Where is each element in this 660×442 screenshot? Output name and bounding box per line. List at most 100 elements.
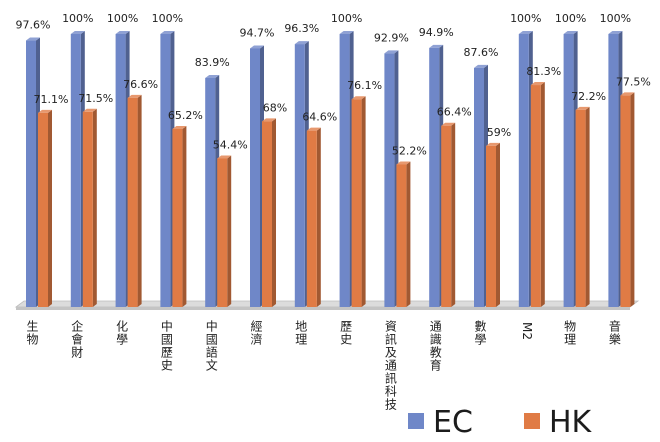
ec-bar-1-front (70, 34, 81, 307)
hk-bar-5-top (262, 118, 276, 122)
ec-bar-12 (563, 31, 578, 307)
hk-value-label: 54.4% (213, 138, 248, 151)
ec-value-label: 100% (62, 12, 93, 25)
legend-ec: EC (408, 405, 473, 440)
ec-value-label: 97.6% (16, 19, 51, 32)
hk-bar-7 (351, 96, 366, 307)
ec-bar-12-front (563, 34, 574, 307)
ec-bar-0 (26, 37, 40, 307)
ec-value-label: 100% (510, 12, 541, 25)
ec-bar-1 (70, 31, 85, 307)
ec-bar-9-front (429, 47, 440, 307)
ec-value-label: 100% (152, 12, 183, 25)
ec-bar-8 (384, 50, 399, 308)
hk-bar-3-front (172, 129, 183, 307)
hk-bar-5-front (262, 121, 272, 307)
ec-bar-8-front (384, 53, 395, 308)
hk-bar-4-top (217, 155, 232, 159)
hk-value-label: 71.1% (34, 93, 69, 106)
hk-bar-4 (217, 155, 232, 307)
legend: EC HK (408, 405, 593, 440)
value-labels: 97.6% 71.1% 100% 71.5% 100% 76.6% 100% 65.2% 83.… (16, 12, 651, 157)
hk-bar-9-side (451, 122, 456, 307)
hk-bar-2-top (127, 94, 142, 98)
category-label: 化學 (115, 320, 129, 346)
category-label: 經濟 (249, 320, 263, 346)
category-labels: 生物 企會財 化學 中國歷史 中國語文 經濟 地理 歷史 資訊及通訊科技 通識教育 數學 M2 物理 音樂 (25, 319, 621, 411)
ec-value-label: 92.9% (374, 31, 409, 44)
hk-bar-7-side (361, 96, 366, 307)
ec-bar-12-top (563, 31, 578, 34)
hk-value-label: 72.2% (571, 90, 606, 103)
hk-bar-6 (306, 127, 321, 307)
hk-bar-12-top (575, 106, 590, 110)
ec-value-label: 83.9% (195, 56, 230, 69)
ec-bar-7-front (339, 34, 350, 307)
ec-value-label: 100% (107, 12, 138, 25)
hk-bar-12-front (575, 109, 586, 307)
hk-bar-7-front (351, 99, 362, 307)
ec-bar-8-top (384, 50, 399, 54)
hk-bar-6-front (306, 130, 317, 307)
ec-bar-2 (115, 31, 130, 307)
hk-bar-13-side (630, 92, 635, 307)
hk-bar-11-front (530, 85, 541, 308)
hk-bar-10-top (486, 142, 500, 146)
ec-bar-10-front (474, 67, 484, 308)
ec-value-label: 94.7% (240, 26, 275, 39)
category-label: 數學 (473, 320, 487, 346)
hk-bar-2 (127, 94, 142, 307)
ec-bar-6-top (294, 41, 309, 45)
hk-bar-9-front (441, 125, 452, 307)
hk-bar-1 (82, 108, 97, 308)
bars (26, 31, 635, 308)
hk-bar-12 (575, 106, 590, 307)
ec-bar-9-top (429, 44, 444, 48)
legend-ec-swatch (408, 413, 424, 429)
hk-value-label: 71.5% (78, 92, 113, 105)
hk-value-label: 52.2% (392, 144, 427, 157)
hk-bar-11-top (530, 82, 545, 86)
legend-hk-swatch (524, 413, 540, 429)
hk-bar-10 (486, 142, 500, 307)
ec-bar-10-top (474, 64, 488, 68)
ec-bar-5-front (250, 48, 260, 308)
hk-value-label: 81.3% (526, 65, 561, 78)
category-label: M2 (520, 322, 534, 340)
ec-bar-6 (294, 41, 309, 307)
hk-bar-6-side (316, 127, 321, 307)
hk-bar-10-side (496, 142, 500, 307)
ec-bar-7 (339, 31, 354, 307)
hk-value-label: 65.2% (168, 109, 203, 122)
ec-bar-11-front (518, 34, 529, 307)
hk-value-label: 66.4% (437, 106, 472, 119)
ec-bar-5 (250, 45, 264, 308)
ec-value-label: 100% (600, 12, 631, 25)
hk-bar-2-side (137, 94, 142, 307)
hk-bar-10-front (486, 145, 496, 307)
ec-value-label: 100% (331, 12, 362, 25)
category-label: 通識教育 (428, 320, 442, 372)
category-label: 中國語文 (204, 319, 218, 372)
hk-value-label: 77.5% (616, 75, 651, 88)
hk-value-label: 76.1% (347, 79, 382, 92)
hk-bar-3 (172, 126, 187, 307)
ec-bar-11-top (518, 31, 533, 34)
hk-bar-0 (38, 109, 52, 307)
hk-bar-7-top (351, 96, 366, 100)
category-label: 地理 (294, 320, 308, 346)
ec-value-label: 96.3% (284, 22, 319, 35)
hk-bar-13-top (620, 92, 635, 96)
ec-bar-10 (474, 64, 488, 308)
ec-bar-13 (608, 31, 623, 307)
category-label: 中國歷史 (159, 319, 173, 372)
hk-bar-13 (620, 92, 635, 307)
hk-bar-13-front (620, 95, 631, 307)
hk-bar-8 (396, 161, 411, 307)
hk-value-label: 64.6% (302, 111, 337, 124)
ec-bar-2-top (115, 31, 130, 34)
hk-bar-11 (530, 82, 545, 308)
ec-bar-13-top (608, 31, 623, 34)
hk-bar-2-front (127, 97, 138, 307)
